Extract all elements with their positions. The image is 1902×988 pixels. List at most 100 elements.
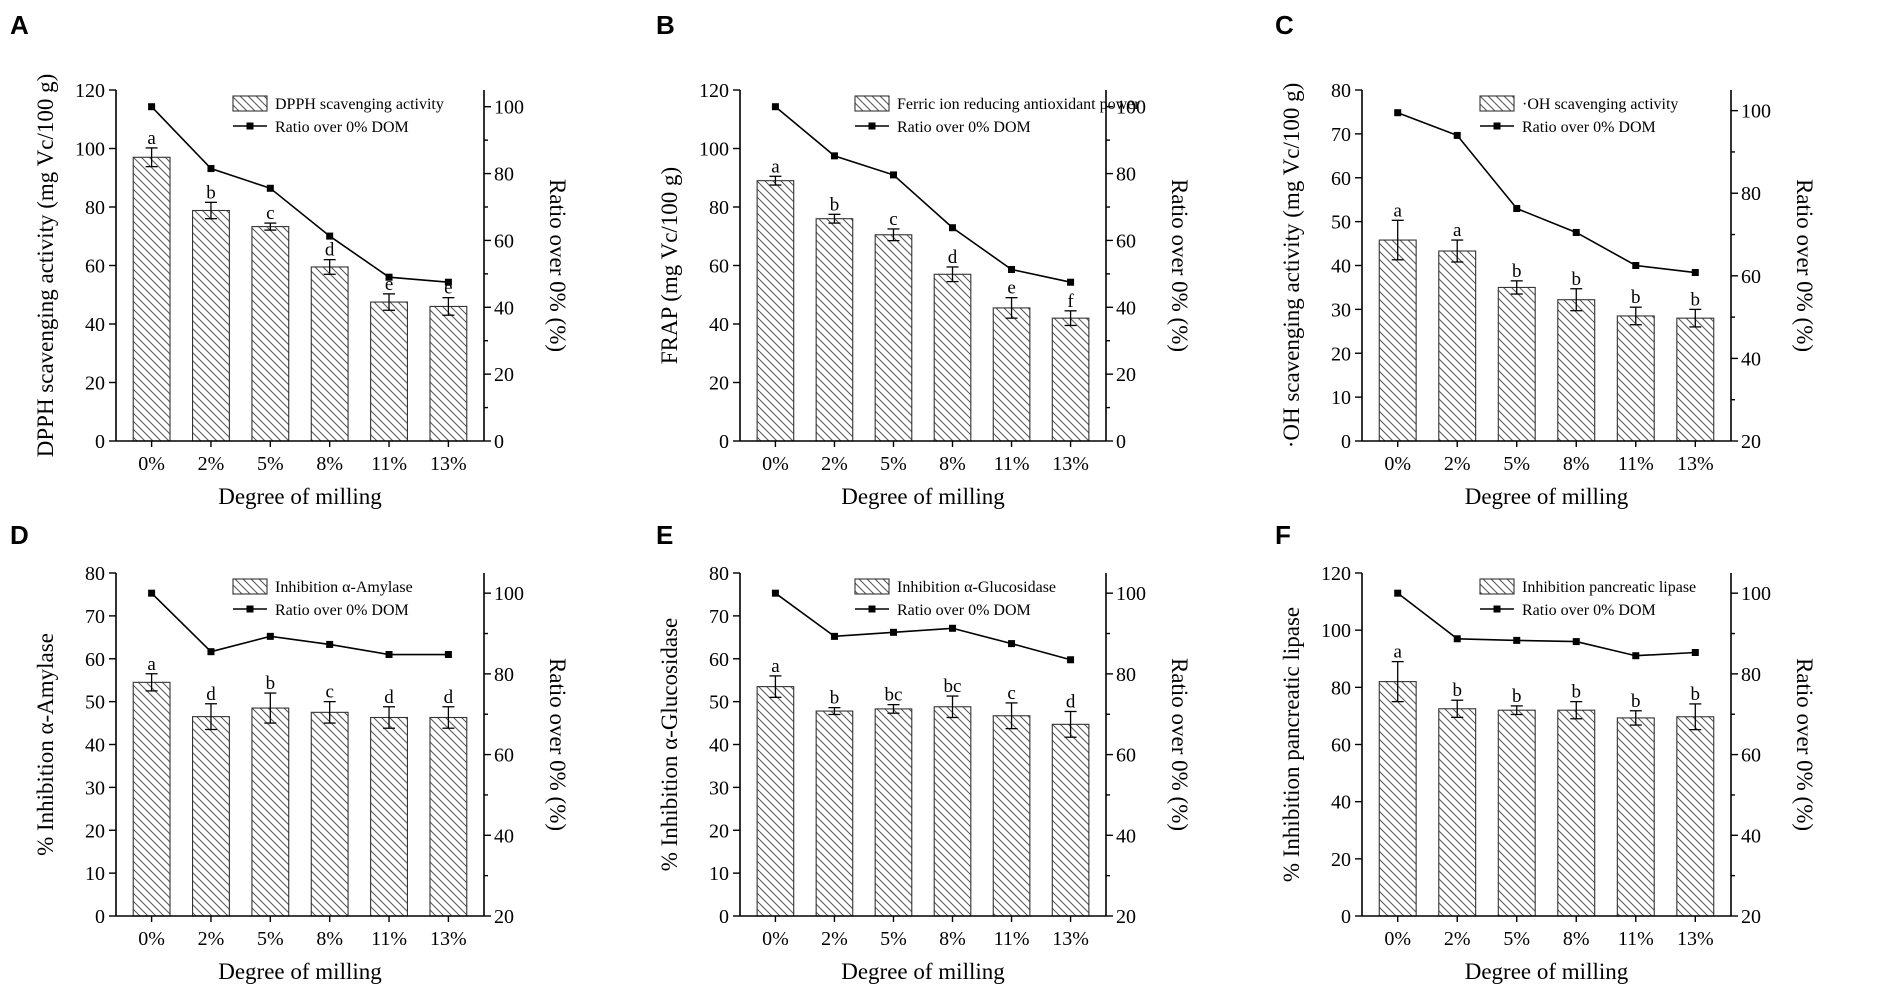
significance-letter: b [1572, 269, 1582, 290]
panel-letter: B [656, 10, 675, 40]
x-tick-label: 0% [1384, 453, 1411, 475]
ratio-point [148, 103, 156, 111]
x-tick-label: 5% [1503, 453, 1530, 475]
bar [874, 708, 913, 917]
y-tick-label: 20 [1331, 343, 1351, 365]
significance-letter: b [1631, 691, 1641, 712]
significance-letter: d [384, 687, 394, 708]
panel-letter: F [1275, 520, 1291, 550]
x-tick-label: 8% [316, 453, 343, 475]
significance-letter: b [1452, 680, 1462, 701]
significance-letter: b [830, 688, 840, 709]
significance-letter: a [147, 128, 156, 149]
y2-tick-label: 40 [1116, 297, 1136, 319]
y-axis-title: % Inhibition α-Amylase [33, 633, 58, 856]
y2-tick-label: 60 [494, 230, 514, 252]
y2-tick-label: 100 [494, 583, 524, 605]
significance-letter: c [1007, 683, 1015, 704]
bar [192, 209, 230, 442]
bar [132, 156, 171, 442]
legend-line-marker [1493, 605, 1501, 613]
significance-letter: c [325, 682, 333, 703]
ratio-point [1008, 640, 1016, 648]
significance-letter: b [206, 182, 216, 203]
chart-panel-e: Ea b bc bc c d 0 10 20 30 40 50 60 70 80 20 40 60 80 100 0% 2… [656, 520, 1192, 984]
legend-line-label: Ratio over 0% DOM [897, 602, 1031, 619]
legend-bar-swatch [854, 95, 890, 112]
y-tick-label: 50 [709, 692, 729, 714]
x-axis-title: Degree of milling [841, 959, 1005, 984]
y-tick-label: 60 [709, 649, 729, 671]
y2-axis-title: Ratio over 0% (%) [545, 658, 570, 831]
y2-tick-label: 40 [1741, 348, 1761, 370]
y-axis-title: DPPH scavenging activity (mg Vc/100 g) [33, 74, 58, 458]
bar [756, 180, 795, 442]
x-tick-label: 2% [1444, 453, 1471, 475]
y-tick-label: 80 [1331, 80, 1351, 102]
y2-tick-label: 80 [494, 664, 514, 686]
y-tick-label: 0 [95, 906, 105, 928]
y2-tick-label: 100 [1116, 97, 1146, 119]
significance-letter: b [1691, 289, 1701, 310]
bar [429, 305, 468, 442]
bar [815, 218, 854, 442]
y2-tick-label: 80 [1116, 164, 1136, 186]
chart-panel-b: Ba b c d e f 0 20 40 60 80 100 120 0 20 40 60 80 100 0% 2% 5%… [656, 10, 1192, 509]
x-tick-label: 13% [1677, 928, 1714, 950]
y-tick-label: 120 [75, 80, 105, 102]
y2-tick-label: 60 [1116, 230, 1136, 252]
bar [1616, 315, 1655, 442]
x-tick-label: 8% [939, 928, 966, 950]
legend-bar-swatch [854, 578, 890, 595]
y-tick-label: 40 [85, 314, 105, 336]
y-tick-label: 80 [709, 563, 729, 585]
y2-tick-label: 60 [1116, 745, 1136, 767]
ratio-point [1394, 109, 1402, 117]
y-tick-label: 80 [1331, 677, 1351, 699]
x-tick-label: 2% [198, 453, 225, 475]
chart-panel-d: Da d b c d d 0 10 20 30 40 50 60 70 80 20 40 60 80 100 0% 2% 5… [10, 520, 570, 984]
y-tick-label: 20 [709, 820, 729, 842]
y2-tick-label: 20 [494, 906, 514, 928]
significance-letter: d [444, 687, 454, 708]
x-tick-label: 11% [371, 453, 407, 475]
y-axis-title: FRAP (mg Vc/100 g) [657, 167, 682, 364]
x-tick-label: 8% [939, 453, 966, 475]
x-tick-label: 0% [1384, 928, 1411, 950]
x-tick-label: 13% [430, 928, 467, 950]
y-tick-label: 60 [85, 649, 105, 671]
y-tick-label: 40 [85, 735, 105, 757]
y-tick-label: 0 [1341, 906, 1351, 928]
bar [874, 234, 913, 442]
bar [1676, 317, 1715, 442]
y2-tick-label: 0 [494, 431, 504, 453]
legend-bar-label: ·OH scavenging activity [1522, 96, 1678, 113]
y2-tick-label: 40 [1741, 825, 1761, 847]
chart-panel-c: Ca a b b b b 0 10 20 30 40 50 60 70 80 20 40 60 80 100 0% 2% 5… [1275, 10, 1817, 509]
significance-letter: a [1453, 220, 1462, 241]
y2-axis-title: Ratio over 0% (%) [1167, 179, 1192, 352]
bar [992, 715, 1031, 917]
ratio-point [1691, 648, 1699, 656]
x-tick-label: 11% [994, 928, 1030, 950]
x-tick-label: 0% [762, 453, 789, 475]
ratio-point [1632, 262, 1640, 269]
bar [1676, 716, 1715, 917]
bar [1497, 709, 1536, 917]
ratio-line [151, 592, 449, 656]
y2-axis-title: Ratio over 0% (%) [545, 179, 570, 352]
y2-tick-label: 100 [1741, 583, 1771, 605]
significance-letter: e [444, 278, 452, 299]
y2-tick-label: 100 [494, 97, 524, 119]
y2-tick-label: 40 [494, 297, 514, 319]
x-axis-title: Degree of milling [1465, 484, 1629, 509]
significance-letter: c [266, 203, 274, 224]
y-tick-label: 30 [85, 777, 105, 799]
y-tick-label: 0 [719, 906, 729, 928]
y-tick-label: 50 [85, 692, 105, 714]
y-tick-label: 10 [709, 863, 729, 885]
significance-letter: e [1007, 278, 1015, 299]
significance-letter: bc [885, 685, 903, 706]
y-tick-label: 40 [709, 735, 729, 757]
y-axis-title: % Inhibition α-Glucosidase [657, 618, 682, 872]
